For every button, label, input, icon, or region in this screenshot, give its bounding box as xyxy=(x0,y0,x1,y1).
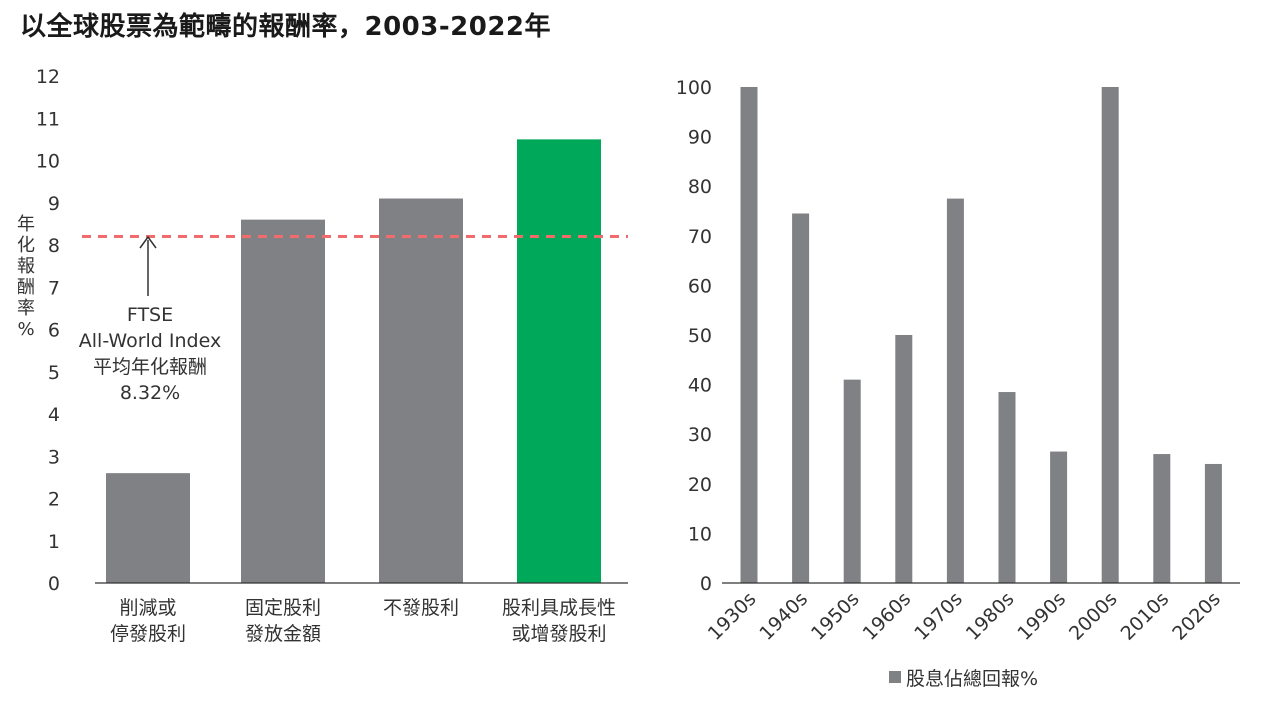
y-tick-label: 7 xyxy=(48,277,60,299)
y-tick-label: 0 xyxy=(700,573,712,595)
bar xyxy=(1101,87,1119,583)
y-tick-label: 50 xyxy=(688,325,712,347)
y-tick-label: 30 xyxy=(688,424,712,446)
bar xyxy=(792,213,810,584)
bar xyxy=(895,335,913,583)
category-label: 固定股利發放金額 xyxy=(245,597,321,645)
bar xyxy=(106,473,190,583)
bar xyxy=(241,219,325,583)
y-tick-label: 3 xyxy=(48,446,60,468)
y-tick-label: 8 xyxy=(48,235,60,257)
y-tick-label: 90 xyxy=(688,127,712,149)
right-bar-chart: 0 10 20 30 40 50 60 70 80 90 100 1930s1940s1950s196… xyxy=(676,77,1240,690)
arrow-head-icon xyxy=(139,235,157,249)
reference-annotation: FTSE All-World Index 平均年化報酬 8.32% xyxy=(79,304,221,404)
page-title: 以全球股票為範疇的報酬率，2003-2022年 xyxy=(20,12,552,42)
y-tick-label: 1 xyxy=(48,531,60,553)
category-label: 股利具成長性或增發股利 xyxy=(502,597,616,645)
bar xyxy=(740,87,758,583)
bar xyxy=(379,198,463,583)
legend-swatch xyxy=(889,671,901,683)
y-tick-label: 9 xyxy=(48,193,60,215)
y-tick-label: 12 xyxy=(36,66,60,88)
x-tick-label: 1990s xyxy=(1013,588,1070,645)
y-axis-label: 年化報酬率% xyxy=(17,214,35,340)
y-tick-label: 60 xyxy=(688,275,712,297)
left-bar-chart: 0123456789101112年化報酬率%削減或停發股利固定股利發放金額不發股… xyxy=(17,66,628,645)
y-tick-label: 20 xyxy=(688,474,712,496)
bar xyxy=(517,139,601,583)
legend-label: 股息佔總回報% xyxy=(906,668,1038,690)
x-tick-label: 1930s xyxy=(704,588,761,645)
y-tick-label: 5 xyxy=(48,362,60,384)
y-tick-label: 40 xyxy=(688,375,712,397)
y-tick-label: 0 xyxy=(48,573,60,595)
category-label: 削減或停發股利 xyxy=(110,597,186,645)
bar xyxy=(1153,454,1171,583)
y-tick-label: 11 xyxy=(36,108,60,130)
x-tick-label: 1950s xyxy=(807,588,864,645)
y-tick-label: 80 xyxy=(688,176,712,198)
bar xyxy=(1204,463,1222,583)
y-tick-label: 6 xyxy=(48,320,60,342)
x-tick-label: 1960s xyxy=(859,588,916,645)
x-tick-label: 2020s xyxy=(1168,588,1225,645)
category-label: 不發股利 xyxy=(383,597,459,619)
x-tick-label: 1970s xyxy=(910,588,967,645)
bar xyxy=(1050,451,1068,583)
bar xyxy=(998,392,1016,583)
y-tick-label: 100 xyxy=(676,77,712,99)
bar xyxy=(843,379,861,583)
y-tick-label: 2 xyxy=(48,489,60,511)
bar xyxy=(946,198,964,583)
x-tick-label: 1980s xyxy=(962,588,1019,645)
y-tick-label: 10 xyxy=(688,523,712,545)
x-tick-label: 1940s xyxy=(755,588,812,645)
y-tick-label: 4 xyxy=(48,404,60,426)
y-tick-label: 10 xyxy=(36,151,60,173)
y-tick-label: 70 xyxy=(688,226,712,248)
x-tick-label: 2000s xyxy=(1065,588,1122,645)
x-tick-label: 2010s xyxy=(1117,588,1174,645)
